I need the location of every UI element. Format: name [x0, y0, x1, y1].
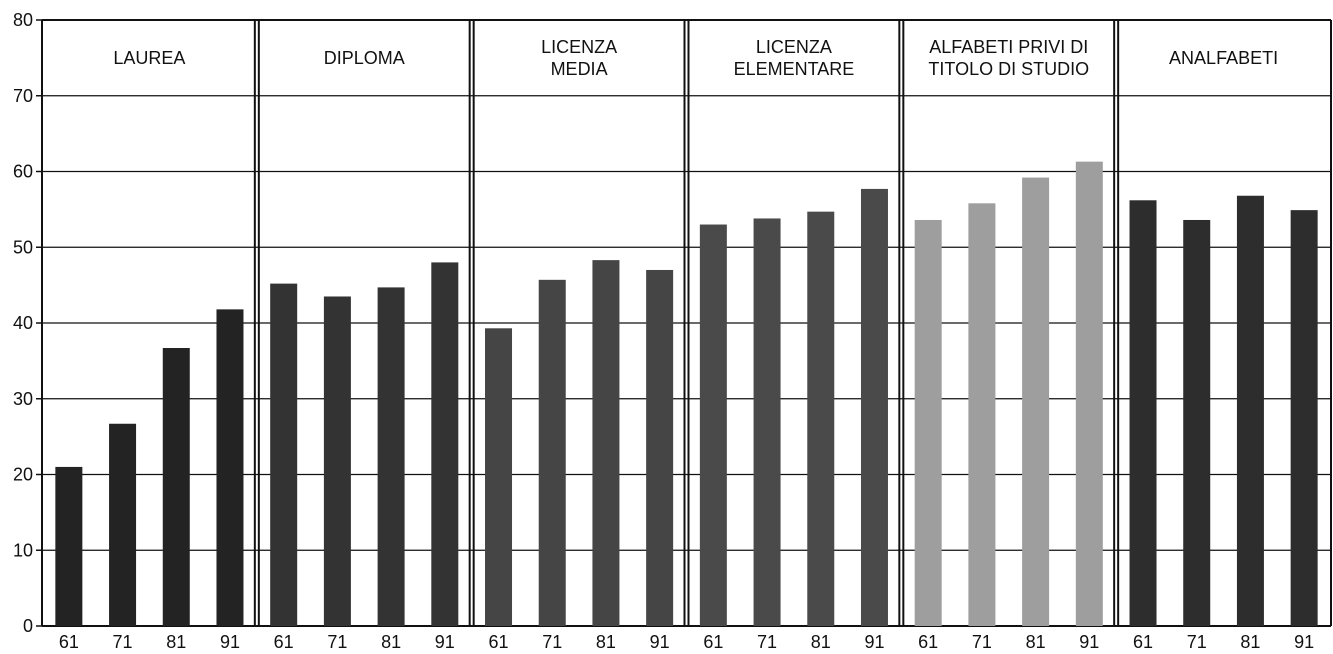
x-tick-label: 71 — [542, 632, 562, 652]
panel-title: ELEMENTARE — [734, 59, 855, 79]
bar — [485, 328, 513, 626]
y-tick-label: 20 — [13, 465, 33, 485]
y-tick-label: 70 — [13, 86, 33, 106]
x-tick-label: 91 — [1079, 632, 1099, 652]
bar — [753, 218, 781, 626]
x-tick-label: 61 — [1133, 632, 1153, 652]
bar — [431, 262, 459, 626]
bar — [323, 296, 351, 626]
x-tick-label: 61 — [59, 632, 79, 652]
bar — [162, 347, 190, 626]
panel-title: TITOLO DI STUDIO — [928, 59, 1089, 79]
bar — [538, 279, 566, 626]
y-axis: 0 10 20 30 40 50 60 70 80 — [13, 10, 43, 636]
x-tick-label: 71 — [113, 632, 133, 652]
bar — [1236, 195, 1264, 627]
bar — [914, 219, 942, 627]
y-tick-label: 0 — [23, 616, 33, 636]
y-tick-label: 30 — [13, 389, 33, 409]
bar — [968, 203, 996, 626]
bar — [646, 269, 674, 626]
x-tick-label: 91 — [650, 632, 670, 652]
panel-frames: LAUREA DIPLOMALICENZAMEDIALICENZAELEMENTA… — [113, 20, 1332, 626]
panel-title: LAUREA — [113, 48, 185, 68]
bar — [1022, 177, 1050, 626]
x-tick-label: 81 — [1240, 632, 1260, 652]
x-tick-label: 71 — [1187, 632, 1207, 652]
y-tick-label: 80 — [13, 10, 33, 30]
bar — [807, 211, 835, 626]
x-tick-label: 71 — [972, 632, 992, 652]
y-tick-label: 50 — [13, 237, 33, 257]
panel-title: LICENZA — [756, 37, 832, 57]
bar — [216, 309, 244, 626]
x-tick-label: 81 — [166, 632, 186, 652]
bar — [860, 188, 888, 627]
x-tick-label: 71 — [327, 632, 347, 652]
x-tick-label: 91 — [435, 632, 455, 652]
bar — [109, 423, 137, 626]
x-tick-label: 61 — [918, 632, 938, 652]
x-tick-label: 91 — [220, 632, 240, 652]
x-tick-label: 71 — [757, 632, 777, 652]
x-tick-label: 61 — [274, 632, 294, 652]
y-tick-label: 10 — [13, 540, 33, 560]
bar — [377, 287, 405, 626]
x-tick-label: 61 — [489, 632, 509, 652]
x-tick-label: 61 — [703, 632, 723, 652]
bar — [699, 224, 727, 626]
x-axis: 61 71 81 91 61 71 81 91 61 71 81 91 61 71 81 91 61 71 81 91… — [59, 632, 1314, 652]
bar — [55, 466, 83, 626]
panel-title: LICENZA — [541, 37, 617, 57]
gridlines — [42, 19, 1331, 627]
panel-title: DIPLOMA — [324, 48, 405, 68]
bar — [270, 283, 298, 626]
panel-title: ANALFABETI — [1169, 48, 1278, 68]
x-tick-label: 81 — [1026, 632, 1046, 652]
y-tick-label: 40 — [13, 313, 33, 333]
bar — [1129, 200, 1157, 626]
bar — [1290, 210, 1318, 626]
x-tick-label: 81 — [811, 632, 831, 652]
panel-title: ALFABETI PRIVI DI — [929, 37, 1088, 57]
bar — [1075, 161, 1103, 626]
x-tick-label: 91 — [864, 632, 884, 652]
bar — [1183, 219, 1211, 627]
panel-title: MEDIA — [551, 59, 608, 79]
bars — [55, 161, 1318, 627]
y-tick-label: 60 — [13, 162, 33, 182]
x-tick-label: 91 — [1294, 632, 1314, 652]
x-tick-label: 81 — [381, 632, 401, 652]
x-tick-label: 81 — [596, 632, 616, 652]
bar — [592, 260, 620, 626]
